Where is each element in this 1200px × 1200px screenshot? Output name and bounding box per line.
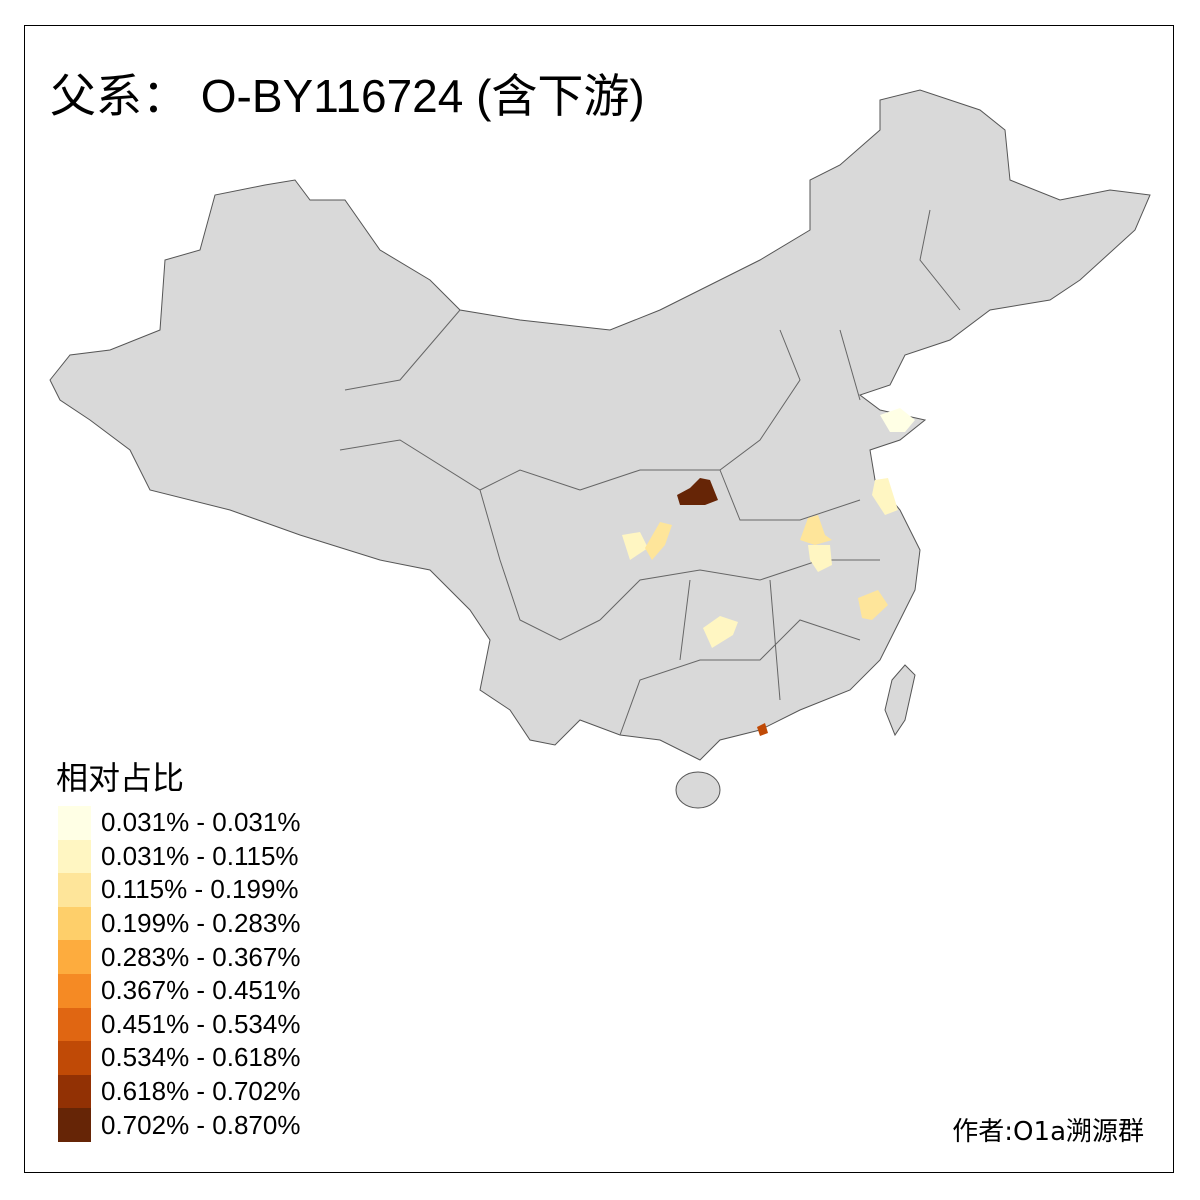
- legend-item: 0.283% - 0.367%: [58, 940, 300, 974]
- legend-item: 0.031% - 0.031%: [58, 806, 300, 840]
- legend-item: 0.199% - 0.283%: [58, 906, 301, 941]
- legend-item: 0.618% - 0.702%: [58, 1074, 301, 1109]
- legend-item: 0.534% - 0.618%: [58, 1041, 300, 1075]
- legend-swatch: [58, 973, 91, 1008]
- legend-label: 0.702% - 0.870%: [101, 1109, 301, 1140]
- highlighted-regions: [622, 408, 915, 736]
- region-shandong: [880, 408, 915, 432]
- legend-item: 0.702% - 0.870%: [58, 1108, 300, 1142]
- legend-label: 0.618% - 0.702%: [101, 1076, 301, 1107]
- legend-label: 0.031% - 0.115%: [101, 840, 299, 871]
- taiwan-island: [884, 664, 916, 737]
- legend-label: 0.451% - 0.534%: [101, 1008, 301, 1039]
- region-guizhou: [703, 616, 738, 648]
- legend-swatch: [58, 1108, 91, 1142]
- legend: 0.031% - 0.031% 0.031% - 0.115% 0.115% - 0…: [58, 806, 300, 1142]
- region-jiangsu: [872, 478, 898, 515]
- legend-label: 0.115% - 0.199%: [101, 874, 299, 905]
- map-frame: [24, 25, 1174, 1173]
- legend-item: 0.031% - 0.115%: [58, 839, 300, 874]
- region-zhejiang: [858, 590, 888, 620]
- legend-swatch: [58, 1007, 91, 1042]
- legend-swatch: [58, 1041, 91, 1075]
- author-credit: 作者:O1a溯源群: [952, 1117, 1144, 1147]
- legend-label: 0.283% - 0.367%: [101, 941, 301, 972]
- legend-label: 0.199% - 0.283%: [101, 908, 301, 939]
- legend-title: 相对占比: [56, 759, 185, 797]
- map-title: 父系： O-BY116724 (含下游): [50, 70, 645, 122]
- region-guangdong: [757, 723, 768, 736]
- legend-swatch: [58, 906, 91, 941]
- legend-label: 0.031% - 0.031%: [101, 807, 301, 838]
- legend-swatch: [58, 940, 91, 974]
- region-anhui-south: [808, 545, 832, 572]
- legend-swatch: [58, 1074, 91, 1109]
- region-anhui-north: [800, 515, 832, 545]
- region-sichuan-east: [645, 522, 672, 560]
- legend-label: 0.534% - 0.618%: [101, 1042, 301, 1073]
- legend-swatch: [58, 839, 91, 874]
- region-sichuan-west: [622, 532, 648, 560]
- legend-item: 0.451% - 0.534%: [58, 1007, 301, 1042]
- hainan-island: [675, 771, 721, 809]
- legend-item: 0.367% - 0.451%: [58, 973, 301, 1008]
- china-mainland: [49, 89, 1151, 761]
- legend-swatch: [58, 873, 91, 907]
- legend-label: 0.367% - 0.451%: [101, 975, 301, 1006]
- legend-item: 0.115% - 0.199%: [58, 873, 300, 907]
- region-shaanxi: [677, 478, 718, 505]
- legend-swatch: [58, 806, 91, 840]
